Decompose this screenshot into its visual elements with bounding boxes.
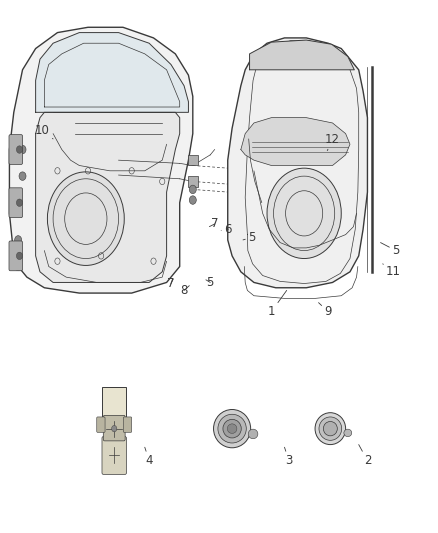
Text: 6: 6	[221, 223, 231, 236]
Circle shape	[189, 196, 196, 204]
Polygon shape	[228, 38, 367, 288]
Bar	[187, 176, 198, 187]
Ellipse shape	[223, 419, 241, 438]
FancyBboxPatch shape	[9, 135, 22, 165]
Circle shape	[19, 172, 26, 180]
Polygon shape	[35, 33, 188, 112]
Circle shape	[16, 199, 22, 206]
FancyBboxPatch shape	[9, 241, 22, 271]
FancyBboxPatch shape	[9, 188, 22, 217]
Circle shape	[16, 146, 22, 154]
Ellipse shape	[315, 413, 346, 445]
Ellipse shape	[227, 424, 237, 433]
FancyBboxPatch shape	[124, 417, 132, 432]
Circle shape	[112, 425, 117, 432]
Ellipse shape	[214, 409, 251, 448]
Text: 1: 1	[268, 290, 287, 318]
Text: 4: 4	[145, 447, 153, 467]
Ellipse shape	[323, 422, 337, 436]
Circle shape	[16, 252, 22, 260]
Text: 10: 10	[35, 124, 53, 139]
Text: 5: 5	[206, 276, 214, 289]
Text: 9: 9	[318, 303, 332, 318]
Circle shape	[14, 262, 21, 271]
Ellipse shape	[218, 414, 246, 443]
Bar	[187, 155, 198, 165]
Text: 7: 7	[167, 277, 175, 290]
Text: 3: 3	[285, 447, 293, 467]
FancyBboxPatch shape	[103, 415, 125, 441]
Ellipse shape	[319, 417, 342, 440]
Circle shape	[189, 185, 196, 193]
Circle shape	[267, 168, 341, 259]
Ellipse shape	[344, 429, 352, 437]
FancyBboxPatch shape	[97, 417, 105, 432]
Circle shape	[19, 146, 26, 154]
Polygon shape	[241, 118, 350, 165]
Polygon shape	[35, 112, 180, 282]
FancyBboxPatch shape	[102, 437, 127, 474]
Text: 8: 8	[180, 284, 189, 297]
Text: 7: 7	[209, 217, 219, 230]
Text: 11: 11	[383, 264, 401, 278]
Circle shape	[14, 236, 21, 244]
Text: 12: 12	[325, 133, 340, 151]
Text: 5: 5	[381, 243, 399, 257]
Circle shape	[14, 204, 21, 212]
Circle shape	[47, 172, 124, 265]
Ellipse shape	[248, 429, 258, 439]
Polygon shape	[250, 40, 354, 70]
FancyBboxPatch shape	[102, 387, 127, 418]
Polygon shape	[10, 27, 193, 293]
Text: 5: 5	[243, 231, 255, 244]
Text: 2: 2	[359, 445, 371, 467]
